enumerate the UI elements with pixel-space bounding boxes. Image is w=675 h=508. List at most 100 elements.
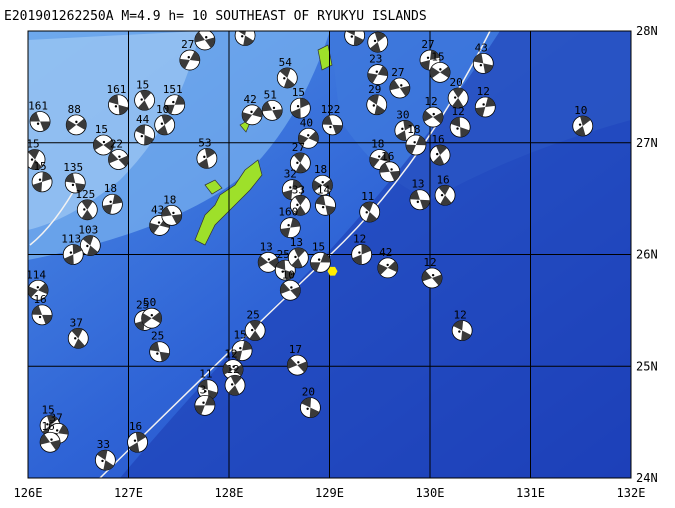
depth-label: 161	[28, 100, 48, 113]
map-title: E201901262250A M=4.9 h= 10 SOUTHEAST OF …	[4, 9, 427, 24]
beachball-axis	[365, 211, 368, 214]
beachball-lobes	[369, 151, 390, 168]
beachball-lobes	[198, 379, 218, 400]
focal-mechanism	[359, 201, 381, 223]
beachball-lobes	[291, 98, 310, 119]
depth-label: 18	[314, 163, 327, 176]
beachball-lobes	[141, 312, 162, 325]
depth-label: 25	[277, 248, 290, 261]
beachball-axis	[401, 127, 404, 131]
beachball-axis	[372, 104, 376, 107]
focal-mechanism	[194, 31, 216, 51]
focal-mechanism	[289, 97, 311, 119]
focal-mechanism	[279, 217, 301, 239]
beachball-lobes	[157, 114, 173, 135]
beachball-lobes	[279, 67, 295, 88]
focal-mechanism	[31, 304, 53, 326]
beachball-lobes	[258, 255, 279, 269]
depth-label: 12	[452, 105, 465, 118]
depth-label: 43	[475, 41, 488, 54]
beachball-axis	[390, 168, 393, 171]
focal-mechanism	[367, 64, 389, 85]
beachball-axis	[432, 112, 435, 116]
beachball-lobes	[198, 148, 216, 169]
beachball-lobes	[149, 341, 170, 362]
focal-mechanism	[31, 171, 53, 193]
depth-label: 22	[110, 138, 123, 151]
depth-label: 42	[379, 246, 392, 259]
beachball-lobes	[108, 152, 129, 167]
beachball-axis	[30, 158, 34, 161]
focal-mechanism	[154, 114, 176, 136]
beachball-axis	[36, 286, 40, 289]
focal-mechanism	[257, 251, 279, 273]
depth-label: 33	[292, 183, 305, 196]
depth-label: 12	[353, 233, 366, 246]
focal-mechanism	[149, 341, 171, 363]
beachball-axis	[83, 208, 86, 211]
focal-mechanism	[279, 279, 301, 301]
focal-mechanism	[234, 31, 256, 46]
depth-label: 51	[264, 88, 277, 101]
depth-label: 12	[477, 85, 490, 98]
depth-label: 16	[381, 150, 394, 163]
beachball-lobes	[40, 434, 61, 451]
beachball-lobes	[280, 217, 301, 238]
depth-label: 88	[68, 103, 81, 116]
x-tick-label: 128E	[215, 486, 244, 500]
focal-mechanism	[28, 149, 46, 170]
focal-mechanism	[312, 174, 333, 196]
beachball-lobes	[298, 131, 319, 146]
beachball-axis	[140, 98, 143, 101]
beachball-axis	[250, 110, 253, 114]
depth-label: 103	[78, 224, 98, 237]
beachball-lobes	[291, 247, 306, 268]
depth-label: 12	[226, 363, 239, 376]
beachball-lobes	[473, 53, 494, 74]
depth-label: 125	[75, 188, 95, 201]
beachball-axis	[38, 178, 42, 181]
beachball-axis	[187, 56, 190, 59]
x-tick-label: 132E	[617, 486, 646, 500]
beachball-axis	[329, 125, 332, 129]
beachball-lobes	[574, 115, 591, 136]
beachball-axis	[317, 258, 321, 261]
beachball-axis	[306, 407, 309, 410]
depth-label: 17	[289, 343, 302, 356]
beachball-axis	[373, 39, 377, 43]
y-tick-label: 24N	[636, 471, 658, 485]
focal-mechanism	[194, 394, 216, 416]
depth-label: 11	[361, 190, 374, 203]
beachball-axis	[267, 258, 271, 261]
focal-mechanism	[389, 77, 411, 99]
beachball-axis	[50, 438, 53, 441]
beachball-lobes	[475, 97, 496, 117]
depth-label: 27	[421, 38, 434, 51]
depth-label: 11	[199, 368, 212, 381]
depth-label: 135	[63, 161, 83, 174]
beachball-axis	[157, 221, 161, 224]
depth-label: 15	[136, 78, 149, 91]
beachball-axis	[297, 361, 300, 364]
depth-label: 44	[136, 113, 150, 126]
focal-mechanism	[367, 31, 389, 53]
y-tick-label: 25N	[636, 359, 658, 373]
beachball-lobes	[430, 66, 451, 79]
beachball-axis	[296, 203, 299, 207]
depth-label: 25	[151, 330, 164, 343]
y-tick-label: 27N	[636, 136, 658, 150]
depth-label: 18	[104, 182, 117, 195]
beachball-axis	[375, 70, 379, 73]
focal-mechanism	[379, 161, 401, 183]
depth-label: 40	[300, 116, 313, 129]
depth-label: 15	[431, 50, 444, 63]
beachball-axis	[321, 181, 324, 184]
focal-mechanism	[572, 115, 594, 137]
beachball-axis	[296, 104, 300, 108]
focal-mechanism	[241, 104, 263, 126]
beachball-axis	[416, 200, 420, 204]
depth-label: 23	[369, 53, 382, 66]
beachball-axis	[230, 383, 234, 386]
focal-mechanism	[315, 194, 336, 216]
beachball-lobes	[438, 185, 452, 206]
